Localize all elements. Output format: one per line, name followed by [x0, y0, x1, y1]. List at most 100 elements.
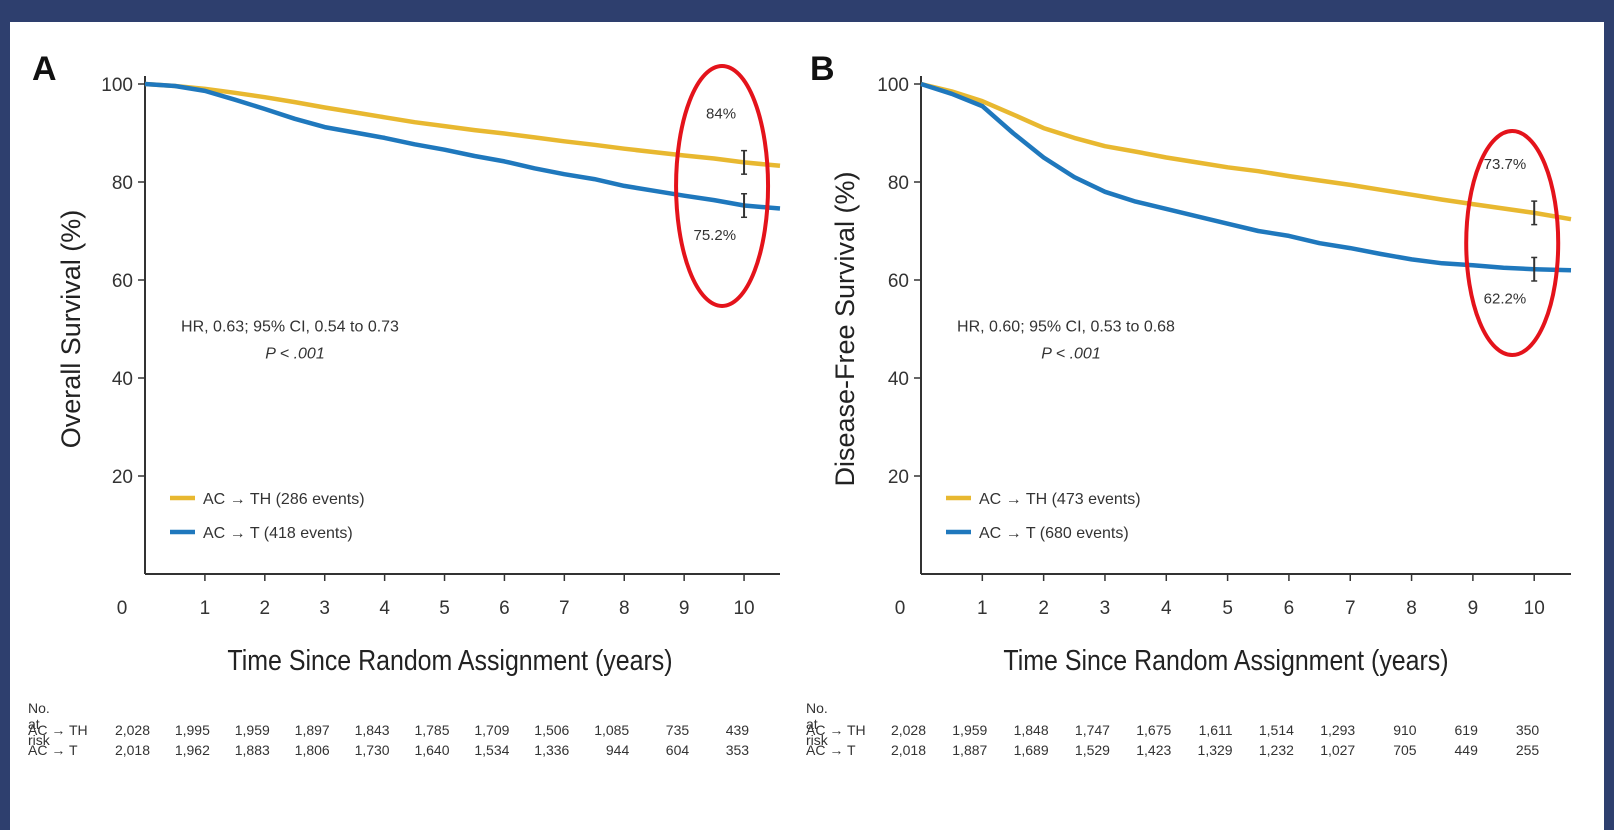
series-line-th [144, 81, 781, 169]
x-tick-label: 6 [499, 598, 510, 619]
at-risk-row-label: AC → T [806, 742, 856, 758]
at-risk-value: 1,747 [1074, 722, 1110, 738]
endpoint-label-t: 75.2% [694, 227, 737, 244]
y-tick-label: 60 [112, 271, 133, 292]
y-tick-label: 20 [888, 467, 909, 488]
at-risk-row: AC → T 2,018 1,962 1,883 1,806 1,730 1,640 1,53… [28, 742, 788, 760]
at-risk-row-label: AC → T [28, 742, 78, 758]
x-tick-label: 8 [1406, 598, 1417, 619]
at-risk-value: 1,027 [1320, 742, 1356, 758]
x-tick-label: 6 [1284, 598, 1295, 619]
at-risk-value: 1,232 [1258, 742, 1294, 758]
at-risk-value: 1,959 [952, 722, 988, 738]
x-tick-label: 3 [1100, 598, 1111, 619]
legend-label: AC → TH (473 events) [979, 491, 1141, 508]
figure-frame: A 20 40 60 80 100 0 1 2 3 4 5 6 7 8 9 10 Time Since Rando… [10, 22, 1604, 830]
top-title-bar [0, 0, 1614, 22]
at-risk-value: 1,675 [1136, 722, 1172, 738]
at-risk-value: 619 [1454, 722, 1478, 738]
x-tick-label: 0 [895, 598, 906, 619]
x-tick-label: 8 [619, 598, 630, 619]
at-risk-value: 1,883 [234, 742, 270, 758]
x-axis-label: Time Since Random Assignment (years) [227, 644, 672, 676]
x-tick-label: 2 [260, 598, 271, 619]
at-risk-value: 1,962 [174, 742, 210, 758]
at-risk-value: 449 [1454, 742, 1478, 758]
x-tick-label: 4 [1161, 598, 1172, 619]
x-tick-label: 5 [439, 598, 450, 619]
at-risk-value: 1,506 [534, 722, 570, 738]
at-risk-value: 353 [725, 742, 750, 758]
at-risk-value: 1,785 [414, 722, 450, 738]
at-risk-row-label: AC → TH [28, 722, 88, 738]
at-risk-value: 1,709 [474, 722, 510, 738]
at-risk-title: No. at risk [28, 700, 50, 748]
highlight-circle [674, 63, 771, 308]
x-tick-label: 10 [733, 598, 754, 619]
x-tick-label: 7 [559, 598, 570, 619]
legend-label: AC → TH (286 events) [203, 491, 365, 508]
endpoint-label-t: 62.2% [1484, 291, 1527, 308]
at-risk-value: 1,843 [354, 722, 390, 738]
at-risk-value: 1,640 [414, 742, 450, 758]
at-risk-value: 1,995 [174, 722, 210, 738]
legend-label: AC → T (418 events) [203, 525, 353, 542]
at-risk-value: 1,423 [1136, 742, 1172, 758]
at-risk-value: 1,336 [534, 742, 570, 758]
at-risk-value: 705 [1393, 742, 1417, 758]
x-tick-label: 3 [319, 598, 330, 619]
highlight-circle [1464, 129, 1561, 358]
x-tick-label: 0 [117, 598, 128, 619]
at-risk-value: 1,611 [1198, 722, 1233, 738]
chart-b-svg: B 20 40 60 80 100 0 1 2 3 4 5 6 7 8 9 10 Time Since Rando… [810, 50, 1572, 676]
y-axis-label: Disease-Free Survival (%) [830, 171, 860, 486]
at-risk-value: 1,534 [474, 742, 510, 758]
x-tick-label: 1 [977, 598, 988, 619]
y-tick-label: 60 [888, 271, 909, 292]
series-line-t [144, 81, 781, 211]
panel-letter: B [810, 50, 835, 88]
at-risk-row: AC → T 2,018 1,887 1,689 1,529 1,423 1,329 1,23… [806, 742, 1566, 760]
at-risk-value: 604 [665, 742, 690, 758]
at-risk-row: AC → TH 2,028 1,959 1,848 1,747 1,675 1,611 1,5… [806, 722, 1566, 740]
at-risk-value: 1,689 [1013, 742, 1049, 758]
at-risk-value: 1,529 [1074, 742, 1110, 758]
y-tick-label: 80 [112, 173, 133, 194]
at-risk-value: 2,018 [114, 742, 150, 758]
x-tick-label: 5 [1222, 598, 1233, 619]
at-risk-value: 1,085 [594, 722, 630, 738]
at-risk-value: 1,293 [1320, 722, 1356, 738]
chart-a-svg: A 20 40 60 80 100 0 1 2 3 4 5 6 7 8 9 10 Time Since Rando… [32, 50, 781, 676]
hazard-ratio-text: HR, 0.63; 95% CI, 0.54 to 0.73 [181, 318, 399, 335]
panel-b: B 20 40 60 80 100 0 1 2 3 4 5 6 7 8 9 10 Time Since Rando… [788, 22, 1578, 830]
at-risk-row-label: AC → TH [806, 722, 866, 738]
x-tick-label: 7 [1345, 598, 1356, 619]
at-risk-value: 1,959 [234, 722, 270, 738]
p-value-text: P < .001 [265, 345, 324, 362]
at-risk-value: 1,514 [1258, 722, 1294, 738]
endpoint-label-th: 84% [706, 105, 736, 122]
at-risk-value: 2,018 [890, 742, 926, 758]
p-value-text: P < .001 [1041, 345, 1100, 362]
at-risk-title: No. at risk [806, 700, 828, 748]
at-risk-value: 1,730 [354, 742, 390, 758]
at-risk-value: 2,028 [114, 722, 150, 738]
y-tick-label: 40 [888, 369, 909, 390]
panel-letter: A [32, 50, 57, 88]
y-tick-label: 80 [888, 173, 909, 194]
at-risk-value: 2,028 [890, 722, 926, 738]
at-risk-value: 1,848 [1013, 722, 1049, 738]
x-tick-label: 9 [679, 598, 690, 619]
endpoint-label-th: 73.7% [1484, 156, 1527, 173]
panel-a: A 20 40 60 80 100 0 1 2 3 4 5 6 7 8 9 10 Time Since Rando… [10, 22, 800, 830]
at-risk-value: 1,329 [1197, 742, 1233, 758]
x-tick-label: 4 [379, 598, 390, 619]
at-risk-value: 1,887 [952, 742, 988, 758]
at-risk-value: 350 [1515, 722, 1540, 738]
x-tick-label: 9 [1468, 598, 1479, 619]
y-tick-label: 100 [101, 75, 133, 96]
y-tick-label: 20 [112, 467, 133, 488]
at-risk-value: 944 [605, 742, 630, 758]
x-tick-label: 10 [1524, 598, 1545, 619]
x-axis-label: Time Since Random Assignment (years) [1003, 644, 1448, 676]
